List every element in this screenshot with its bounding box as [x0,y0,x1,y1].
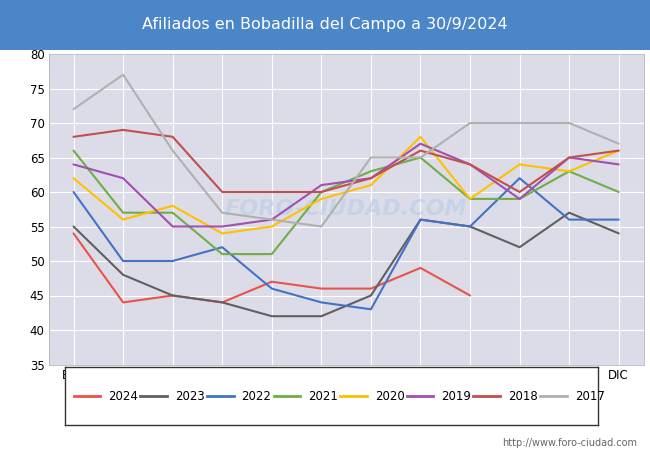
Text: 2017: 2017 [575,390,604,402]
Text: 2023: 2023 [175,390,205,402]
Text: 2020: 2020 [375,390,404,402]
Text: Afiliados en Bobadilla del Campo a 30/9/2024: Afiliados en Bobadilla del Campo a 30/9/… [142,17,508,32]
Text: 2021: 2021 [308,390,338,402]
Text: 2022: 2022 [242,390,272,402]
Text: 2019: 2019 [441,390,471,402]
Text: 2018: 2018 [508,390,538,402]
Text: 2024: 2024 [109,390,138,402]
Text: FORO-CIUDAD.COM: FORO-CIUDAD.COM [225,199,467,219]
Text: http://www.foro-ciudad.com: http://www.foro-ciudad.com [502,438,637,448]
